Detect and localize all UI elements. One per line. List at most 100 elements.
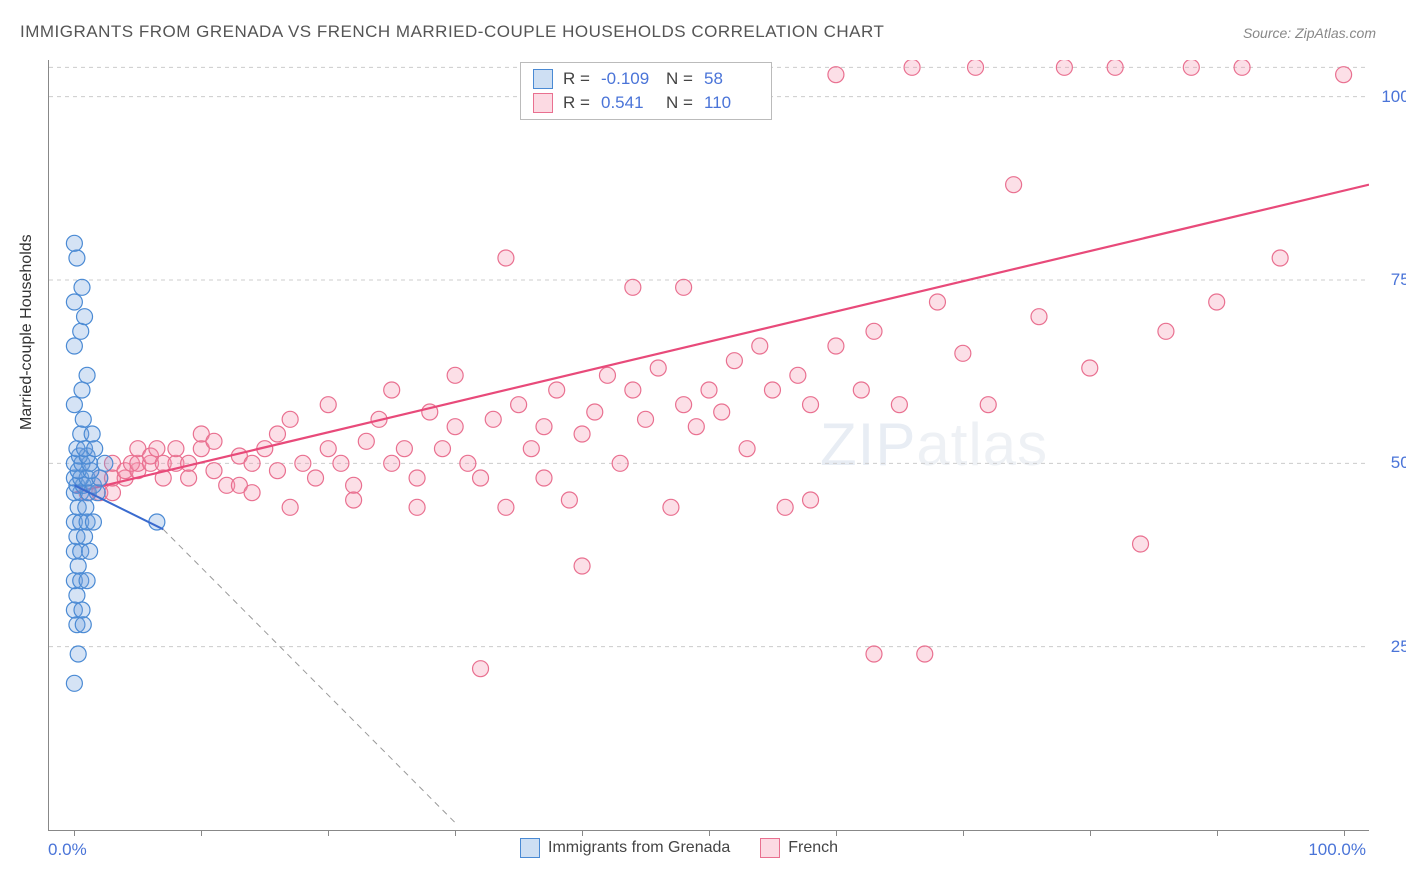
- legend-label-pink: French: [788, 839, 838, 857]
- data-point-blue: [84, 426, 100, 442]
- y-axis-label: Married-couple Households: [18, 234, 36, 430]
- data-point-pink: [104, 485, 120, 501]
- data-point-pink: [676, 279, 692, 295]
- data-point-pink: [498, 250, 514, 266]
- data-point-pink: [282, 499, 298, 515]
- data-point-pink: [866, 323, 882, 339]
- x-tick: [455, 830, 456, 836]
- x-tick: [582, 830, 583, 836]
- data-point-pink: [929, 294, 945, 310]
- data-point-pink: [181, 470, 197, 486]
- legend-row-blue: R = -0.109 N = 58: [533, 67, 759, 91]
- y-tick-label: 25.0%: [1379, 637, 1406, 657]
- data-point-blue: [70, 558, 86, 574]
- data-point-pink: [739, 441, 755, 457]
- data-point-pink: [434, 441, 450, 457]
- series-legend: Immigrants from Grenada French: [520, 838, 838, 858]
- data-point-blue: [79, 573, 95, 589]
- data-point-pink: [891, 397, 907, 413]
- data-point-pink: [625, 382, 641, 398]
- data-point-pink: [511, 397, 527, 413]
- data-point-pink: [701, 382, 717, 398]
- data-point-blue: [66, 235, 82, 251]
- x-tick: [836, 830, 837, 836]
- trend-line: [163, 529, 455, 822]
- data-point-pink: [612, 455, 628, 471]
- data-point-pink: [828, 338, 844, 354]
- data-point-pink: [485, 411, 501, 427]
- data-point-pink: [866, 646, 882, 662]
- data-point-blue: [74, 279, 90, 295]
- trend-line: [74, 185, 1369, 493]
- data-point-pink: [168, 441, 184, 457]
- x-tick: [328, 830, 329, 836]
- data-point-pink: [269, 426, 285, 442]
- data-point-pink: [638, 411, 654, 427]
- x-tick: [1090, 830, 1091, 836]
- data-point-pink: [1234, 60, 1250, 75]
- data-point-pink: [1107, 60, 1123, 75]
- x-tick: [1344, 830, 1345, 836]
- data-point-pink: [574, 558, 590, 574]
- data-point-blue: [78, 499, 94, 515]
- data-point-pink: [803, 492, 819, 508]
- data-point-pink: [244, 485, 260, 501]
- data-point-pink: [536, 470, 552, 486]
- data-point-pink: [308, 470, 324, 486]
- data-point-pink: [714, 404, 730, 420]
- data-point-pink: [523, 441, 539, 457]
- r-value-blue: -0.109: [601, 69, 656, 89]
- x-axis-end-label: 100.0%: [1308, 840, 1366, 860]
- data-point-pink: [295, 455, 311, 471]
- data-point-pink: [244, 455, 260, 471]
- data-point-pink: [346, 477, 362, 493]
- data-point-pink: [473, 470, 489, 486]
- data-point-pink: [346, 492, 362, 508]
- data-point-blue: [66, 675, 82, 691]
- data-point-pink: [676, 397, 692, 413]
- blue-swatch-icon: [520, 838, 540, 858]
- plot-area: 25.0%50.0%75.0%100.0%: [48, 60, 1369, 831]
- data-point-pink: [282, 411, 298, 427]
- data-point-pink: [269, 463, 285, 479]
- data-point-blue: [77, 529, 93, 545]
- x-tick: [201, 830, 202, 836]
- data-point-pink: [1209, 294, 1225, 310]
- data-point-pink: [473, 661, 489, 677]
- x-tick: [709, 830, 710, 836]
- y-tick-label: 75.0%: [1379, 270, 1406, 290]
- data-point-pink: [917, 646, 933, 662]
- data-point-pink: [587, 404, 603, 420]
- pink-swatch-icon: [760, 838, 780, 858]
- chart-title: IMMIGRANTS FROM GRENADA VS FRENCH MARRIE…: [20, 22, 884, 42]
- data-point-pink: [1006, 177, 1022, 193]
- data-point-pink: [853, 382, 869, 398]
- data-point-pink: [396, 441, 412, 457]
- x-tick: [963, 830, 964, 836]
- data-point-pink: [828, 67, 844, 83]
- source-label: Source: ZipAtlas.com: [1243, 25, 1376, 41]
- data-point-pink: [358, 433, 374, 449]
- data-point-pink: [955, 345, 971, 361]
- data-point-pink: [663, 499, 679, 515]
- data-point-blue: [75, 411, 91, 427]
- data-point-blue: [75, 617, 91, 633]
- blue-swatch: [533, 69, 553, 89]
- n-label: N =: [666, 93, 694, 113]
- data-point-blue: [79, 367, 95, 383]
- r-label: R =: [563, 93, 591, 113]
- data-point-blue: [97, 455, 113, 471]
- legend-item-pink: French: [760, 838, 838, 858]
- data-point-pink: [333, 455, 349, 471]
- n-label: N =: [666, 69, 694, 89]
- data-point-blue: [66, 397, 82, 413]
- data-point-pink: [536, 419, 552, 435]
- data-point-pink: [1158, 323, 1174, 339]
- data-point-blue: [149, 514, 165, 530]
- data-point-pink: [498, 499, 514, 515]
- data-point-pink: [803, 397, 819, 413]
- data-point-blue: [73, 323, 89, 339]
- data-point-pink: [1133, 536, 1149, 552]
- data-point-blue: [66, 294, 82, 310]
- correlation-legend: R = -0.109 N = 58 R = 0.541 N = 110: [520, 62, 772, 120]
